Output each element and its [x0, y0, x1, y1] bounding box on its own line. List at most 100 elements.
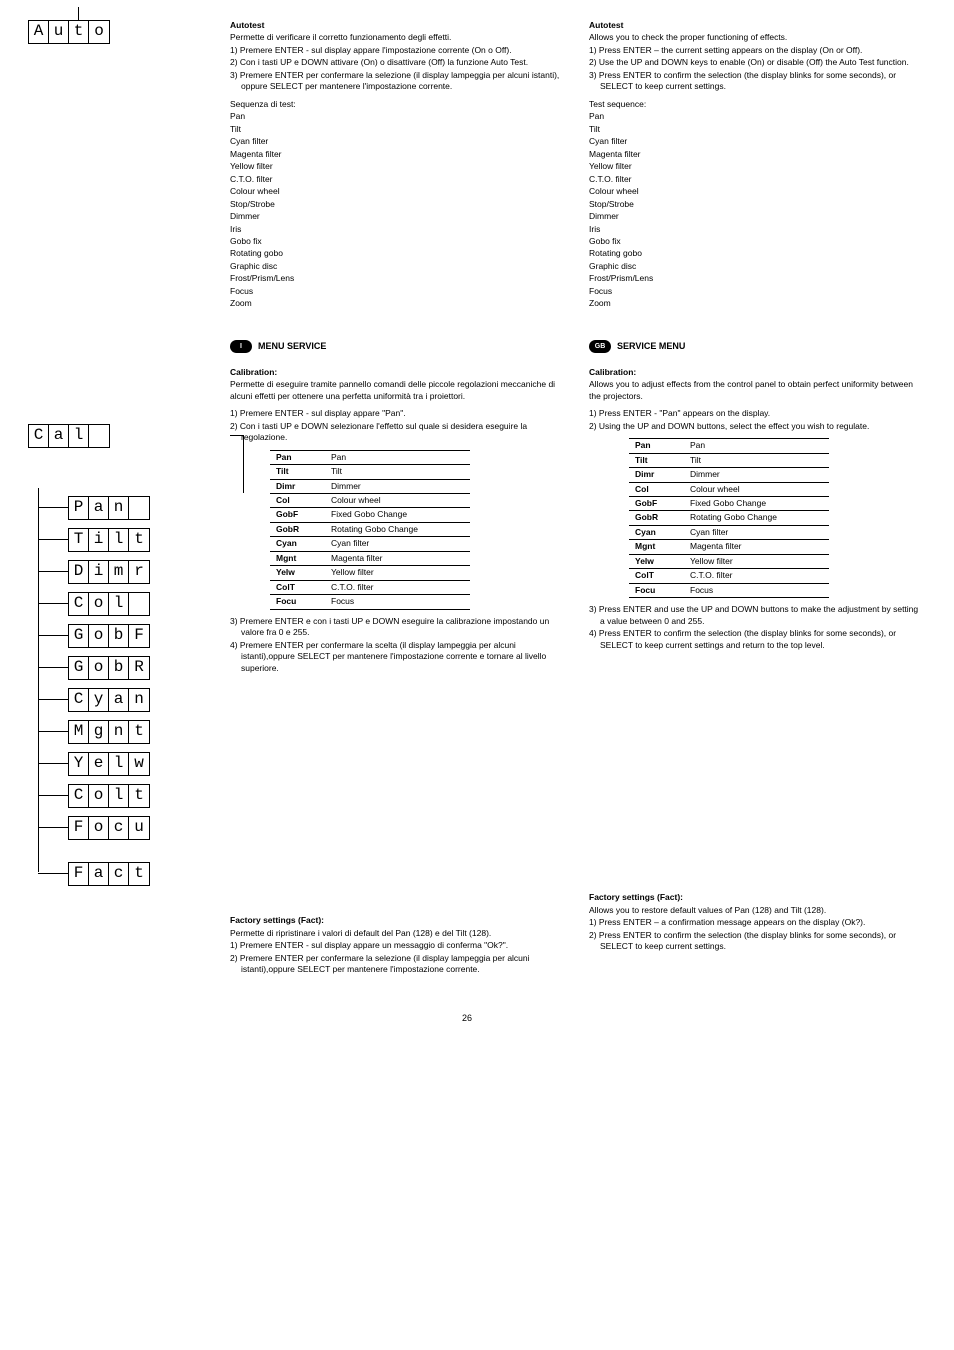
text-line: Stop/Strobe: [230, 199, 565, 210]
table-cell: Pan: [629, 439, 684, 453]
autotest-desc: Permette di verificare il corretto funzi…: [230, 32, 565, 43]
display-cell: u: [129, 817, 149, 839]
table-cell: Tilt: [325, 465, 470, 479]
autotest-desc: Allows you to check the proper functioni…: [589, 32, 924, 43]
table-cell: ColT: [629, 569, 684, 583]
calibration-post-steps: 3) Premere ENTER e con i tasti UP e DOWN…: [230, 616, 565, 674]
display-cell: C: [69, 785, 89, 807]
table-cell: Magenta filter: [684, 540, 829, 554]
table-cell: Cyan filter: [684, 525, 829, 539]
table-cell: Cyan: [629, 525, 684, 539]
display-cell: D: [69, 561, 89, 583]
display-cyan: Cyan: [68, 688, 150, 712]
table-cell: C.T.O. filter: [684, 569, 829, 583]
display-cell: r: [129, 561, 149, 583]
factory-title: Factory settings (Fact):: [589, 892, 924, 903]
table-cell: Dimr: [629, 468, 684, 482]
display-gobr: GobR: [68, 656, 150, 680]
display-cal: Cal: [28, 424, 110, 448]
table-cell: Pan: [270, 450, 325, 464]
table-row: CyanCyan filter: [270, 537, 470, 551]
display-cell: a: [89, 497, 109, 519]
display-cell: t: [69, 21, 89, 43]
display-cell: a: [109, 689, 129, 711]
table-cell: Mgnt: [270, 551, 325, 565]
effects-table-it: PanPanTiltTiltDimrDimmerColColour wheelG…: [270, 450, 470, 610]
display-cell: c: [109, 863, 129, 885]
calibration-post-steps: 3) Press ENTER and use the UP and DOWN b…: [589, 604, 924, 651]
tree: Pan Tilt Dimr Col GobF GobR Cyan Mgnt Ye…: [38, 496, 230, 886]
factory-desc: Allows you to restore default values of …: [589, 905, 924, 916]
column-english: Autotest Allows you to check the proper …: [589, 20, 924, 976]
table-cell: Fixed Gobo Change: [325, 508, 470, 522]
text-line: Colour wheel: [230, 186, 565, 197]
table-cell: GobR: [270, 522, 325, 536]
text-line: C.T.O. filter: [230, 174, 565, 185]
column-italian: Autotest Permette di verificare il corre…: [230, 20, 565, 976]
table-row: MgntMagenta filter: [629, 540, 829, 554]
factory-steps: 1) Press ENTER – a confirmation message …: [589, 917, 924, 952]
table-row: GobRRotating Gobo Change: [629, 511, 829, 525]
table-cell: Focus: [684, 583, 829, 597]
text-line: 4) Press ENTER to confirm the selection …: [589, 628, 924, 651]
text-line: 2) Using the UP and DOWN buttons, select…: [589, 421, 924, 432]
display-cell: l: [109, 785, 129, 807]
display-cell: l: [109, 753, 129, 775]
section-title: SERVICE MENU: [617, 340, 685, 352]
display-cell: m: [109, 561, 129, 583]
display-cell: n: [109, 497, 129, 519]
text-line: Tilt: [589, 124, 924, 135]
autotest-title: Autotest: [230, 20, 565, 31]
calibration-pre-steps: 1) Premere ENTER - sul display appare "P…: [230, 408, 565, 443]
display-cell: a: [89, 863, 109, 885]
autotest-steps: 1) Premere ENTER - sul display appare l'…: [230, 45, 565, 93]
display-cell: w: [129, 753, 149, 775]
factory-desc: Permette di ripristinare i valori di def…: [230, 928, 565, 939]
autotest-steps: 1) Press ENTER – the current setting app…: [589, 45, 924, 93]
display-cell: o: [89, 21, 109, 43]
display-cell: u: [49, 21, 69, 43]
display-cell: l: [109, 529, 129, 551]
table-row: GobFFixed Gobo Change: [270, 508, 470, 522]
table-row: DimrDimmer: [629, 468, 829, 482]
display-auto: Auto: [28, 20, 110, 44]
text-line: 2) Premere ENTER per confermare la selez…: [230, 953, 565, 976]
display-cell: b: [109, 625, 129, 647]
text-line: Zoom: [589, 298, 924, 309]
display-cell: t: [129, 785, 149, 807]
text-line: Gobo fix: [589, 236, 924, 247]
section-title: MENU SERVICE: [258, 340, 326, 352]
text-line: Yellow filter: [230, 161, 565, 172]
table-row: DimrDimmer: [270, 479, 470, 493]
display-cell: c: [109, 817, 129, 839]
text-line: 3) Premere ENTER per confermare la selez…: [230, 70, 565, 93]
display-cell: C: [69, 593, 89, 615]
text-line: Graphic disc: [230, 261, 565, 272]
display-cell: A: [29, 21, 49, 43]
table-cell: Rotating Gobo Change: [325, 522, 470, 536]
factory-title: Factory settings (Fact):: [230, 915, 565, 926]
table-row: FocuFocus: [270, 595, 470, 609]
display-cell: n: [109, 721, 129, 743]
display-col: Col: [68, 592, 150, 616]
table-cell: Colour wheel: [325, 494, 470, 508]
text-line: 3) Press ENTER and use the UP and DOWN b…: [589, 604, 924, 627]
text-line: 3) Press ENTER to confirm the selection …: [589, 70, 924, 93]
table-cell: Mgnt: [629, 540, 684, 554]
seq-list: PanTiltCyan filterMagenta filterYellow f…: [230, 111, 565, 310]
table-cell: Rotating Gobo Change: [684, 511, 829, 525]
display-cell: o: [89, 625, 109, 647]
text-line: 2) Con i tasti UP e DOWN attivare (On) o…: [230, 57, 565, 68]
seq-label: Test sequence:: [589, 99, 924, 110]
table-row: TiltTilt: [629, 453, 829, 467]
table-cell: Yelw: [629, 554, 684, 568]
text-line: Focus: [230, 286, 565, 297]
display-tilt: Tilt: [68, 528, 150, 552]
text-line: Rotating gobo: [230, 248, 565, 259]
table-row: GobRRotating Gobo Change: [270, 522, 470, 536]
table-cell: Yelw: [270, 566, 325, 580]
text-line: Cyan filter: [589, 136, 924, 147]
table-row: YelwYellow filter: [629, 554, 829, 568]
table-cell: Focu: [629, 583, 684, 597]
text-line: Frost/Prism/Lens: [589, 273, 924, 284]
